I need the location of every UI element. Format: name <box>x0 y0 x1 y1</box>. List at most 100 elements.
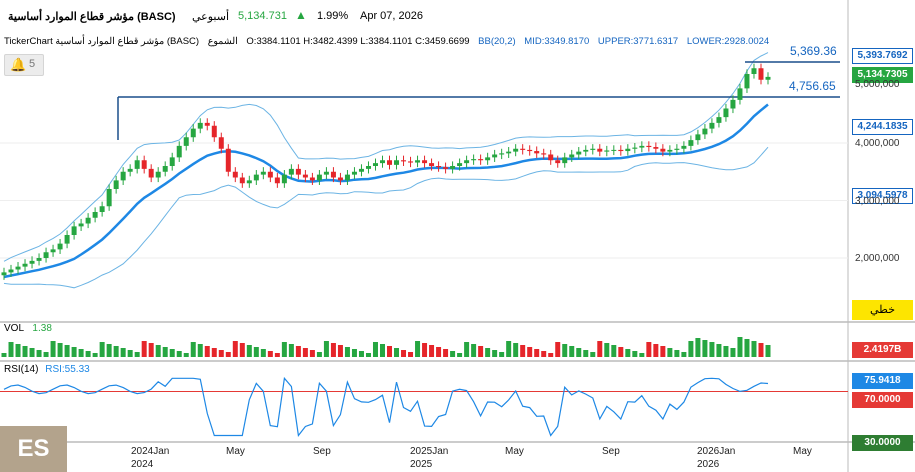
candle-body <box>183 137 189 146</box>
candle-body <box>57 243 63 250</box>
volume-bar <box>506 341 512 357</box>
volume-bar <box>611 345 617 357</box>
volume-bar <box>78 349 84 357</box>
volume-bar <box>702 340 708 357</box>
candle-body <box>744 74 750 89</box>
candle-body <box>646 145 652 148</box>
es-badge[interactable]: ES <box>0 426 67 472</box>
volume-bar <box>471 344 477 357</box>
price-tick-5m: 5,000,000 <box>855 79 900 90</box>
volume-bar <box>204 346 210 357</box>
bb-lower-line <box>3 146 769 289</box>
rsi-axis-70: 70.0000 <box>852 392 913 408</box>
volume-bar <box>267 351 273 357</box>
candle-body <box>260 171 266 175</box>
candle-body <box>660 148 666 152</box>
volume-bar <box>295 346 301 357</box>
candle-body <box>450 166 456 169</box>
candle-body <box>176 145 182 158</box>
bb-mid-line <box>3 103 769 279</box>
volume-bar <box>436 347 442 357</box>
volume-bar <box>464 342 470 357</box>
year-label-2025: 2025 <box>410 459 433 470</box>
rsi-label: RSI(14) RSI:55.33 <box>4 364 90 375</box>
chart-type-button[interactable]: خطي <box>852 300 913 320</box>
volume-bar <box>183 353 189 357</box>
time-label-may-2026: May <box>793 446 812 457</box>
candle-body <box>22 263 28 267</box>
volume-bar <box>225 352 231 357</box>
time-label-2026jan: 2026Jan <box>697 446 736 457</box>
candle-body <box>723 108 729 118</box>
year-label-2024: 2024 <box>131 459 154 470</box>
candle-body <box>611 149 617 151</box>
price-tick-3m: 3,000,000 <box>855 196 900 207</box>
candle-body <box>464 160 470 164</box>
volume-bar <box>57 343 63 357</box>
candle-body <box>92 212 98 218</box>
volume-bar <box>358 351 364 357</box>
legend-mid: MID:3349.8170 <box>524 36 590 47</box>
candle-body <box>674 148 680 150</box>
candle-body <box>597 148 603 152</box>
volume-bar <box>646 342 652 357</box>
candle-body <box>379 160 385 164</box>
candle-body <box>541 153 547 155</box>
candle-body <box>113 180 119 189</box>
candle-body <box>653 147 659 149</box>
candle-body <box>730 99 736 109</box>
candle-body <box>765 76 771 80</box>
time-label-may-2024: May <box>226 446 245 457</box>
volume-bar <box>169 349 175 357</box>
volume-bar <box>408 352 414 357</box>
volume-bar <box>155 345 161 357</box>
candle-body <box>576 151 582 155</box>
candle-body <box>618 149 624 152</box>
candle-body <box>562 157 568 164</box>
volume-bar <box>520 345 526 357</box>
candle-body <box>309 177 315 181</box>
volume-bar <box>681 352 687 357</box>
legend-lower: LOWER:2928.0024 <box>686 36 770 47</box>
candle-body <box>232 171 238 178</box>
volume-bar <box>751 341 757 357</box>
volume-bar <box>211 348 217 357</box>
volume-bar <box>443 349 449 357</box>
candle-body <box>316 174 322 181</box>
candle-body <box>358 168 364 172</box>
resistance-label-1: 5,369.36 <box>790 44 837 58</box>
volume-bar <box>723 346 729 357</box>
volume-bar <box>485 348 491 357</box>
alerts-button[interactable]: 🔔 5 <box>4 54 44 76</box>
volume-bar <box>197 344 203 357</box>
volume-bar <box>337 345 343 357</box>
symbol-name[interactable]: مؤشر قطاع الموارد أساسية (BASC) <box>8 11 176 23</box>
volume-bar <box>127 350 133 357</box>
volume-bar <box>499 352 505 357</box>
candle-body <box>85 217 91 224</box>
volume-bar <box>106 344 112 357</box>
candle-body <box>492 154 498 158</box>
candle-body <box>590 148 596 150</box>
candle-body <box>106 189 112 207</box>
change-percent: 1.99% <box>317 10 349 22</box>
volume-bar <box>534 349 540 357</box>
volume-bar <box>450 351 456 357</box>
volume-bar <box>639 353 645 357</box>
candle-body <box>688 140 694 146</box>
volume-bar <box>737 337 743 357</box>
candle-body <box>520 148 526 150</box>
volume-bar <box>1 353 7 357</box>
candle-body <box>99 206 105 212</box>
candle-body <box>604 150 610 152</box>
volume-bar <box>394 348 400 357</box>
candle-body <box>155 171 161 178</box>
candle-body <box>372 163 378 166</box>
candle-body <box>162 166 168 172</box>
volume-bar <box>85 351 91 357</box>
alerts-count: 5 <box>29 58 36 70</box>
period-label[interactable]: أسبوعي <box>192 11 230 23</box>
candle-body <box>78 223 84 227</box>
candle-body <box>751 68 757 74</box>
